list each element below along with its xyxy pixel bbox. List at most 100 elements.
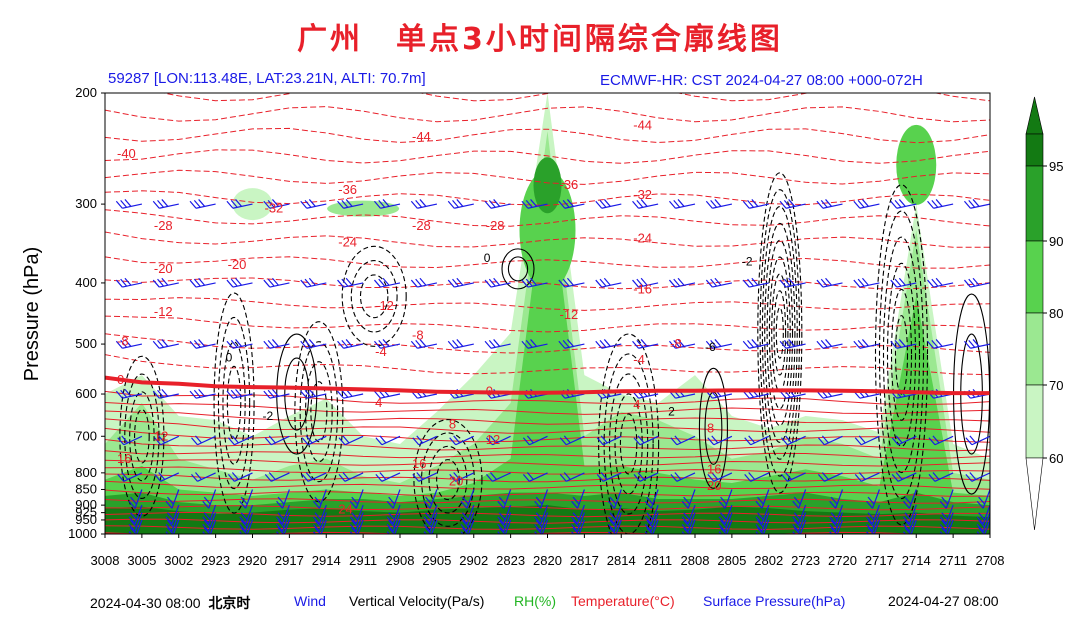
wind-barb bbox=[460, 519, 475, 534]
wind-barb-staff bbox=[281, 512, 290, 532]
wind-barb-staff bbox=[492, 472, 511, 482]
wind-barb-flag bbox=[120, 389, 128, 398]
wind-barb-flag bbox=[154, 437, 162, 446]
wind-barb-staff bbox=[429, 504, 438, 525]
wind-barb-staff bbox=[933, 343, 954, 349]
wind-barb-staff bbox=[232, 393, 253, 399]
wind-barb-flag bbox=[165, 516, 173, 525]
wind-barb-flag bbox=[305, 435, 313, 444]
wind-barb-flag bbox=[895, 472, 903, 480]
wind-barb-flag bbox=[373, 390, 381, 399]
wind-barb-flag bbox=[895, 435, 903, 444]
rh-region bbox=[105, 164, 990, 534]
temperature-label: -32 bbox=[265, 201, 284, 216]
wind-barb-staff bbox=[896, 203, 917, 209]
wind-barb-flag bbox=[157, 339, 164, 348]
wind-barb-flag bbox=[668, 200, 676, 209]
wind-barb-flag bbox=[534, 531, 538, 534]
wind-barb-flag bbox=[829, 500, 837, 509]
wind-barb-flag bbox=[820, 339, 828, 348]
wind-barb bbox=[792, 512, 807, 532]
wind-barb-flag bbox=[416, 472, 424, 480]
wind-barb-flag bbox=[609, 496, 617, 505]
wind-barb-staff bbox=[652, 519, 659, 534]
wind-barb bbox=[779, 199, 806, 209]
wind-barb-flag bbox=[861, 277, 869, 286]
y-tick-label: 200 bbox=[75, 85, 97, 100]
wind-barb-staff bbox=[429, 489, 438, 509]
wind-barb-flag bbox=[853, 279, 861, 288]
wind-barb-staff bbox=[306, 203, 327, 209]
wind-barb-staff bbox=[726, 519, 733, 534]
wind-barb-flag bbox=[486, 437, 493, 446]
wind-barb-staff bbox=[344, 472, 364, 482]
wind-barb-staff bbox=[749, 203, 769, 209]
wind-barb bbox=[191, 472, 216, 482]
wind-barb-flag bbox=[894, 199, 902, 208]
wind-barb-staff bbox=[712, 203, 733, 209]
wind-barb bbox=[559, 435, 585, 446]
velocity-contour bbox=[619, 413, 638, 475]
wind-barb-flag bbox=[748, 435, 756, 444]
wind-barb-flag bbox=[202, 531, 206, 534]
wind-barb-flag bbox=[599, 199, 607, 208]
wind-barb-flag bbox=[744, 437, 752, 446]
y-tick-label: 500 bbox=[75, 336, 97, 351]
wind-barb bbox=[349, 504, 364, 525]
wind-barb bbox=[410, 199, 438, 209]
wind-barb-flag bbox=[968, 278, 976, 287]
wind-barb bbox=[779, 339, 806, 349]
wind-barb-staff bbox=[934, 472, 954, 482]
wind-barb bbox=[227, 472, 253, 482]
wind-barb-flag bbox=[861, 199, 869, 207]
wind-barb bbox=[263, 388, 290, 399]
wind-barb bbox=[152, 277, 179, 288]
wind-barb-flag bbox=[161, 388, 169, 397]
wind-barb bbox=[668, 339, 696, 349]
wind-barb-flag bbox=[558, 279, 566, 288]
wind-barb bbox=[386, 504, 401, 525]
isotherm bbox=[105, 106, 990, 123]
wind-barb-flag bbox=[128, 500, 136, 509]
wind-barb-flag bbox=[935, 339, 943, 347]
wind-barb-staff bbox=[245, 504, 254, 525]
x-tick-label: 2920 bbox=[238, 553, 267, 568]
wind-barb-flag bbox=[825, 277, 833, 286]
wind-barb-staff bbox=[835, 504, 844, 525]
wind-barb-flag bbox=[198, 388, 206, 397]
wind-barb-flag bbox=[120, 339, 128, 348]
wind-barb bbox=[447, 199, 474, 209]
wind-barb-flag bbox=[705, 340, 713, 349]
wind-barb bbox=[928, 472, 954, 482]
wind-barb-staff bbox=[306, 282, 327, 288]
wind-barb-flag bbox=[644, 524, 652, 532]
wind-barb-flag bbox=[231, 472, 239, 480]
wind-barb-staff bbox=[566, 435, 585, 446]
wind-barb-flag bbox=[644, 500, 652, 509]
wind-barb-staff bbox=[283, 519, 290, 534]
wind-barb bbox=[189, 388, 216, 399]
wind-barb-flag bbox=[161, 199, 169, 207]
wind-barb-staff bbox=[195, 393, 216, 399]
wind-barb-flag bbox=[165, 531, 169, 534]
wind-barb bbox=[633, 472, 659, 482]
wind-barb-flag bbox=[277, 512, 285, 521]
wind-barb-flag bbox=[821, 435, 829, 444]
wind-barb bbox=[226, 388, 253, 399]
wind-barb-flag bbox=[566, 199, 574, 207]
temperature-label: -24 bbox=[633, 230, 652, 245]
y-tick-label: 300 bbox=[75, 196, 97, 211]
wind-barb bbox=[154, 472, 180, 482]
wind-barb-flag bbox=[305, 472, 313, 480]
wind-barb-staff bbox=[417, 393, 438, 399]
wind-barb-flag bbox=[755, 524, 763, 532]
rh-colorbar: 95 90 80 70 60 bbox=[1025, 96, 1063, 531]
wind-barb-staff bbox=[564, 203, 585, 209]
wind-barb bbox=[410, 277, 438, 288]
temperature-label: 12 bbox=[154, 428, 168, 443]
colorbar-bottom-arrow bbox=[1025, 457, 1044, 531]
velocity-label: 0 bbox=[484, 251, 491, 265]
wind-barb-flag bbox=[755, 516, 763, 525]
wind-barb-flag bbox=[714, 199, 722, 207]
velocity-contour bbox=[894, 315, 909, 395]
